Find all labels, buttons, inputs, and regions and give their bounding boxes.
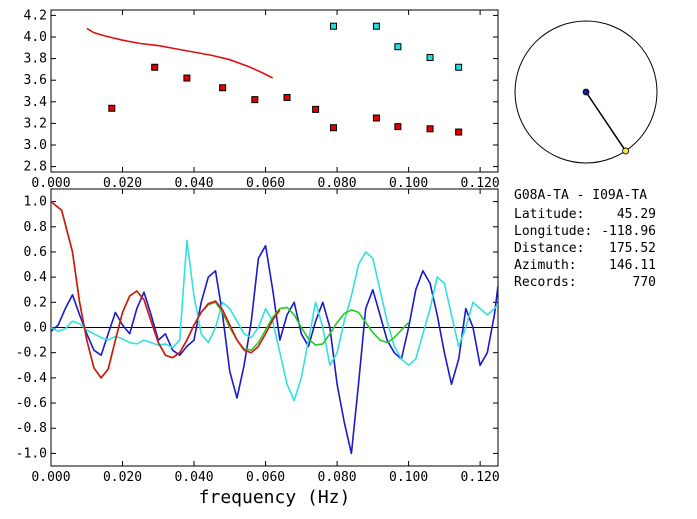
y-tick-label: 3.2 xyxy=(24,116,47,131)
info-label: Latitude: xyxy=(514,207,584,222)
data-point xyxy=(330,22,338,30)
x-tick-label: 0.020 xyxy=(103,470,142,485)
velocity-frame xyxy=(50,9,499,173)
correlation-x-ticks xyxy=(50,189,481,466)
y-tick-label: 1.0 xyxy=(24,195,47,210)
x-tick-label: 0.040 xyxy=(174,176,213,191)
station-info-panel: G08A-TA - I09A-TA Latitude: 45.29 Longitude… xyxy=(514,188,656,290)
y-tick-label: -1.0 xyxy=(16,446,47,461)
data-point xyxy=(108,104,116,112)
x-tick-label: 0.120 xyxy=(461,470,500,485)
correlation-y-tick-labels: 1.0 0.8 0.6 0.4 0.2 0.0 -0.2 -0.4 -0.6 -0.8 -1.0 xyxy=(16,195,47,462)
blue-series xyxy=(51,244,498,455)
data-point xyxy=(372,22,380,30)
dispersion-curve xyxy=(86,27,274,79)
data-point xyxy=(251,96,259,104)
info-value: 146.11 xyxy=(609,258,656,273)
y-tick-label: 0.8 xyxy=(24,220,47,235)
dial-circle xyxy=(514,20,658,164)
info-label: Records: xyxy=(514,275,577,290)
info-label: Longitude: xyxy=(514,224,592,239)
x-tick-label: 0.100 xyxy=(389,470,428,485)
data-point xyxy=(426,125,434,133)
data-point xyxy=(394,123,402,131)
cyan-series xyxy=(51,239,498,402)
correlation-lines xyxy=(51,200,498,455)
y-tick-label: 0.4 xyxy=(24,270,48,285)
x-tick-label: 0.040 xyxy=(174,470,213,485)
y-tick-label: 3.8 xyxy=(24,52,47,67)
y-tick-label: 0.2 xyxy=(24,295,47,310)
x-tick-label: 0.120 xyxy=(461,176,500,191)
y-tick-label: -0.8 xyxy=(16,421,47,436)
x-tick-label: 0.060 xyxy=(246,470,285,485)
y-tick-label: -0.4 xyxy=(16,371,47,386)
x-tick-label: 0.080 xyxy=(318,176,357,191)
y-tick-label: 3.0 xyxy=(24,138,47,153)
info-value: 770 xyxy=(633,275,656,290)
end-point xyxy=(622,147,629,155)
y-tick-label: 4.0 xyxy=(24,30,47,45)
station-pair: G08A-TA - I09A-TA xyxy=(514,188,647,203)
azimuth-line xyxy=(585,91,627,152)
info-value: 175.52 xyxy=(609,241,656,256)
data-point xyxy=(151,63,159,71)
x-axis-label: frequency (Hz) xyxy=(199,487,351,508)
data-point xyxy=(455,128,463,136)
red-points xyxy=(108,63,463,136)
data-point xyxy=(455,63,463,71)
x-tick-label: 0.000 xyxy=(31,470,70,485)
cyan-points xyxy=(330,22,463,71)
y-tick-label: 0.0 xyxy=(24,321,47,336)
x-tick-label: 0.060 xyxy=(246,176,285,191)
velocity-y-ticks xyxy=(51,14,498,168)
x-tick-label: 0.020 xyxy=(103,176,142,191)
x-tick-label: 0.080 xyxy=(318,470,357,485)
velocity-y-tick-labels: 2.8 3.0 3.2 3.4 3.6 3.8 4.0 4.2 xyxy=(24,8,48,174)
data-point xyxy=(183,74,191,82)
velocity-chart: 0.000 0.020 0.040 0.060 0.080 0.100 0.120 2.8 3.… xyxy=(24,8,500,191)
correlation-x-tick-labels: 0.000 0.020 0.040 0.060 0.080 0.100 0.120 xyxy=(31,470,499,485)
info-label: Distance: xyxy=(514,241,584,256)
y-tick-label: 3.6 xyxy=(24,73,47,88)
data-point xyxy=(330,124,338,132)
y-tick-label: -0.6 xyxy=(16,396,47,411)
data-point xyxy=(394,43,402,51)
azimuth-dial xyxy=(514,20,658,164)
data-point xyxy=(426,54,434,62)
red-series xyxy=(51,200,281,379)
y-tick-label: -0.2 xyxy=(16,346,47,361)
info-value: -118.96 xyxy=(601,224,656,239)
velocity-x-tick-labels: 0.000 0.020 0.040 0.060 0.080 0.100 0.120 xyxy=(31,176,499,191)
y-tick-label: 2.8 xyxy=(24,160,47,175)
data-point xyxy=(219,84,227,92)
data-point xyxy=(372,114,380,122)
center-point xyxy=(582,88,590,96)
green-series xyxy=(51,200,410,379)
data-point xyxy=(283,93,291,101)
x-tick-label: 0.000 xyxy=(31,176,70,191)
data-point xyxy=(312,105,320,113)
info-value: 45.29 xyxy=(617,207,656,222)
y-tick-label: 4.2 xyxy=(24,8,47,23)
x-tick-label: 0.100 xyxy=(389,176,428,191)
y-tick-label: 3.4 xyxy=(24,95,48,110)
velocity-x-ticks xyxy=(50,10,481,172)
correlation-chart: 0.000 0.020 0.040 0.060 0.080 0.100 0.120 1.0 0.… xyxy=(16,188,500,508)
info-label: Azimuth: xyxy=(514,258,577,273)
y-tick-label: 0.6 xyxy=(24,245,47,260)
